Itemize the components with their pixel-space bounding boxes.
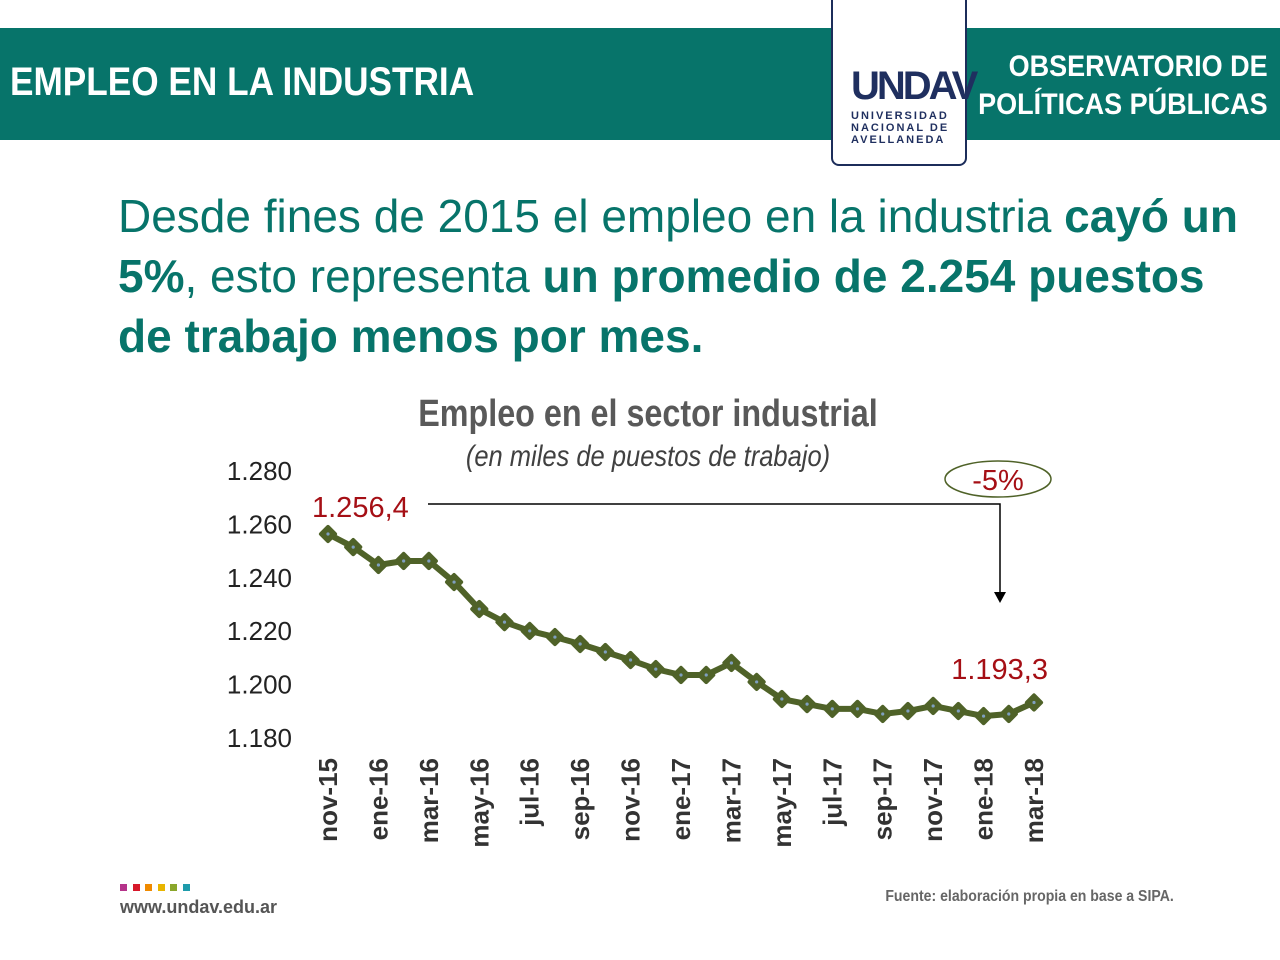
y-tick-label: 1.260 bbox=[227, 509, 292, 539]
y-tick-label: 1.240 bbox=[227, 563, 292, 593]
data-point-dot bbox=[1007, 712, 1011, 716]
data-point-dot bbox=[452, 580, 456, 584]
data-point-dot bbox=[502, 620, 507, 624]
data-point-dot bbox=[477, 607, 481, 611]
logo-mark: UNDAV bbox=[851, 64, 978, 108]
color-swatch bbox=[120, 884, 127, 891]
data-point-dot bbox=[402, 559, 406, 563]
start-value-label: 1.256,4 bbox=[312, 492, 409, 524]
data-point-dot bbox=[578, 642, 582, 646]
data-point-dot bbox=[956, 709, 960, 713]
x-tick-label: nov-17 bbox=[918, 758, 948, 842]
chart-subtitle: (en miles de puestos de trabajo) bbox=[465, 440, 831, 473]
data-point-dot bbox=[628, 658, 633, 662]
headline-bold: un promedio de 2.254 puestos de trabajo … bbox=[118, 250, 1205, 362]
observatory-line: POLÍTICAS PÚBLICAS bbox=[978, 88, 1268, 121]
change-arrow-line bbox=[428, 503, 1001, 594]
page-title: EMPLEO EN LA INDUSTRIA bbox=[10, 60, 475, 104]
data-point-dot bbox=[376, 563, 381, 567]
y-tick-label: 1.180 bbox=[227, 723, 292, 753]
x-tick-label: mar-18 bbox=[1019, 758, 1049, 843]
header-band bbox=[0, 28, 1280, 140]
data-point-dot bbox=[830, 707, 834, 711]
change-badge bbox=[944, 460, 1052, 498]
x-tick-label: mar-16 bbox=[414, 758, 444, 843]
data-point-dot bbox=[603, 650, 607, 654]
change-label: -5% bbox=[972, 465, 1024, 497]
website-url[interactable]: www.undav.edu.ar bbox=[120, 897, 278, 917]
data-point-dot bbox=[881, 712, 885, 716]
undav-logo: UNDAV UNIVERSIDAD NACIONAL DE AVELLANEDA bbox=[831, 0, 978, 166]
x-tick-label: nov-15 bbox=[313, 758, 343, 842]
headline-text: , esto representa bbox=[184, 250, 543, 302]
color-swatch bbox=[170, 884, 177, 891]
data-point-dot bbox=[427, 559, 431, 563]
data-point-dot bbox=[981, 714, 986, 718]
end-value-label: 1.193,3 bbox=[951, 654, 1048, 686]
y-tick-label: 1.220 bbox=[227, 616, 292, 646]
x-tick-label: sep-16 bbox=[565, 758, 595, 840]
logo-line: UNIVERSIDAD bbox=[851, 110, 949, 122]
data-point-dot bbox=[855, 707, 860, 711]
x-tick-label: mar-17 bbox=[716, 758, 746, 843]
logo-line: NACIONAL DE bbox=[851, 122, 950, 134]
x-tick-label: nov-16 bbox=[616, 758, 646, 842]
headline-bold: cayó un 5% bbox=[118, 190, 1238, 302]
data-point-dot bbox=[805, 702, 809, 706]
data-point-dot bbox=[553, 635, 557, 639]
color-swatch bbox=[182, 884, 190, 891]
data-point-dot bbox=[528, 629, 532, 633]
color-swatch bbox=[132, 884, 140, 891]
data-point-dot bbox=[654, 667, 658, 671]
data-point-dot bbox=[780, 697, 784, 701]
x-tick-label: jul-16 bbox=[515, 758, 545, 827]
headline-text: Desde fines de 2015 el empleo en la indu… bbox=[118, 190, 1065, 242]
x-tick-label: ene-18 bbox=[969, 758, 999, 840]
y-tick-label: 1.280 bbox=[227, 456, 292, 486]
data-point-dot bbox=[931, 704, 935, 708]
data-point-dot bbox=[326, 532, 330, 536]
arrow-head-icon bbox=[994, 592, 1006, 603]
observatory-label: OBSERVATORIO DE POLÍTICAS PÚBLICAS bbox=[978, 48, 1268, 124]
x-tick-label: jul-17 bbox=[817, 758, 847, 827]
headline: Desde fines de 2015 el empleo en la indu… bbox=[118, 186, 1238, 366]
x-tick-label: may-17 bbox=[767, 758, 797, 848]
source-note: Fuente: elaboración propia en base a SIP… bbox=[885, 888, 1174, 905]
data-point-dot bbox=[1032, 700, 1036, 705]
data-point-dot bbox=[351, 545, 355, 549]
data-point-dot bbox=[704, 673, 708, 677]
color-swatch bbox=[157, 884, 165, 891]
x-tick-label: ene-16 bbox=[363, 758, 393, 840]
x-tick-label: may-16 bbox=[464, 758, 494, 848]
data-point-dot bbox=[679, 673, 683, 677]
x-tick-label: ene-17 bbox=[666, 758, 696, 840]
y-tick-label: 1.200 bbox=[227, 670, 292, 700]
x-tick-label: sep-17 bbox=[868, 758, 898, 840]
chart-title: Empleo en el sector industrial bbox=[418, 393, 878, 435]
logo-line: AVELLANEDA bbox=[851, 134, 946, 146]
color-swatch bbox=[145, 884, 152, 891]
data-point-dot bbox=[729, 661, 734, 665]
data-point-dot bbox=[755, 680, 759, 684]
observatory-line: OBSERVATORIO DE bbox=[1008, 50, 1268, 83]
logo-text: UNIVERSIDAD NACIONAL DE AVELLANEDA bbox=[851, 110, 949, 146]
data-point-dot bbox=[906, 709, 910, 713]
